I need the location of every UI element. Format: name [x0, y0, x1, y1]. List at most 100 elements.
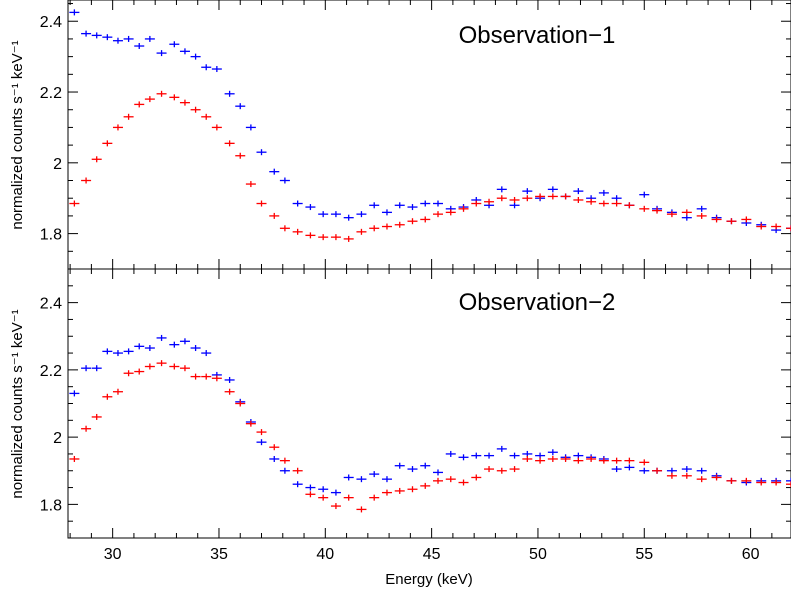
- data-point: [179, 99, 190, 106]
- y-axis-label: normalized counts s⁻¹ keV⁻¹: [9, 309, 26, 498]
- axis-ticks: [68, 0, 791, 269]
- y-tick-label: 2.2: [40, 85, 62, 102]
- data-point: [560, 455, 571, 462]
- data-point: [102, 393, 113, 400]
- data-point: [611, 200, 622, 207]
- data-point: [639, 205, 650, 212]
- data-point: [134, 101, 145, 108]
- data-point: [156, 360, 167, 367]
- data-point: [245, 124, 256, 131]
- data-point: [611, 466, 622, 473]
- data-point: [445, 476, 456, 483]
- data-point: [201, 113, 212, 120]
- y-tick-label: 2.4: [40, 14, 62, 31]
- data-point: [522, 188, 533, 195]
- data-point: [381, 209, 392, 216]
- data-point: [190, 53, 201, 60]
- data-point: [639, 459, 650, 466]
- data-point: [292, 228, 303, 235]
- data-point: [356, 211, 367, 218]
- y-axis-label: normalized counts s⁻¹ keV⁻¹: [9, 40, 26, 229]
- data-point: [330, 489, 341, 496]
- data-point: [144, 96, 155, 103]
- data-point: [102, 348, 113, 355]
- data-point: [269, 444, 280, 451]
- y-tick-label: 2: [53, 156, 62, 173]
- y-tick-label: 2.4: [40, 296, 62, 313]
- data-point: [484, 466, 495, 473]
- data-point: [458, 479, 469, 486]
- data-point: [786, 225, 791, 232]
- data-point: [681, 472, 692, 479]
- data-point: [169, 363, 180, 370]
- data-point: [598, 200, 609, 207]
- data-point: [318, 211, 329, 218]
- data-point: [611, 195, 622, 202]
- data-point: [256, 149, 267, 156]
- data-point: [69, 9, 80, 16]
- data-point: [786, 481, 791, 488]
- data-point: [343, 235, 354, 242]
- data-point: [381, 223, 392, 230]
- data-point: [624, 464, 635, 471]
- data-point: [112, 37, 123, 44]
- data-point: [369, 471, 380, 478]
- data-point: [420, 216, 431, 223]
- data-point: [123, 35, 134, 42]
- data-point: [407, 486, 418, 493]
- data-point: [292, 481, 303, 488]
- data-point: [471, 474, 482, 481]
- x-tick-label: 55: [635, 546, 653, 563]
- data-point: [458, 205, 469, 212]
- data-point: [369, 494, 380, 501]
- data-point: [522, 450, 533, 457]
- data-point: [318, 234, 329, 241]
- data-point: [81, 365, 92, 372]
- data-point: [91, 32, 102, 39]
- data-point: [681, 209, 692, 216]
- data-point: [681, 214, 692, 221]
- y-tick-label: 2.2: [40, 363, 62, 380]
- plot-frame: [67, 268, 791, 539]
- data-point: [496, 467, 507, 474]
- y-tick-label: 1.8: [40, 227, 62, 244]
- data-point: [598, 189, 609, 196]
- axis-ticks: [68, 269, 791, 538]
- data-point: [112, 124, 123, 131]
- data-point: [560, 193, 571, 200]
- data-point: [407, 204, 418, 211]
- x-tick-labels: 30 35 40 45 50 55 60: [104, 546, 760, 563]
- x-tick-label: 45: [423, 546, 441, 563]
- data-point: [586, 198, 597, 205]
- data-point: [639, 191, 650, 198]
- data-point: [190, 373, 201, 380]
- data-point: [318, 494, 329, 501]
- data-point: [522, 195, 533, 202]
- plot-frame: [67, 0, 791, 270]
- data-point: [394, 462, 405, 469]
- data-point: [112, 350, 123, 357]
- data-point: [696, 476, 707, 483]
- data-point: [484, 198, 495, 205]
- data-point: [496, 186, 507, 193]
- data-point: [711, 474, 722, 481]
- data-point: [756, 223, 767, 230]
- data-point: [279, 225, 290, 232]
- data-point: [179, 338, 190, 345]
- data-point: [81, 425, 92, 432]
- data-point: [144, 35, 155, 42]
- data-point: [547, 193, 558, 200]
- data-point: [420, 462, 431, 469]
- data-point: [369, 202, 380, 209]
- data-point: [256, 429, 267, 436]
- data-point: [624, 457, 635, 464]
- data-point: [69, 455, 80, 462]
- data-point: [369, 225, 380, 232]
- data-point: [256, 439, 267, 446]
- data-point: [69, 200, 80, 207]
- data-point: [224, 90, 235, 97]
- data-point: [573, 196, 584, 203]
- data-point: [211, 66, 222, 73]
- data-point: [666, 211, 677, 218]
- data-point: [509, 196, 520, 203]
